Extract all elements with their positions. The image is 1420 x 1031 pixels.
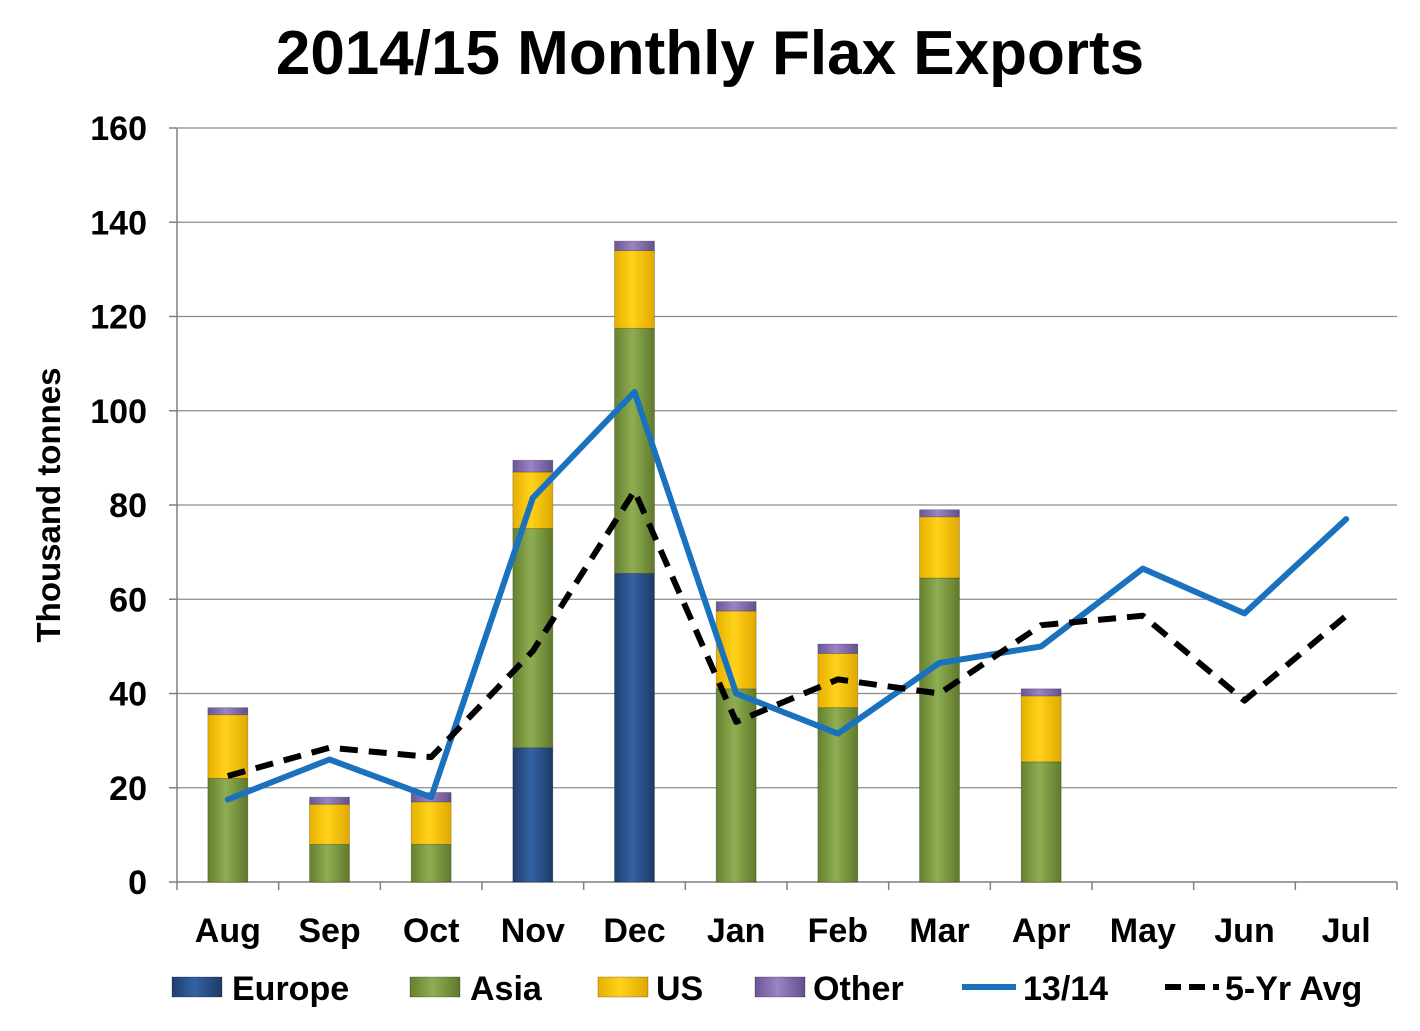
bar-segment-other	[1020, 688, 1062, 697]
bar-segment-us	[614, 250, 655, 329]
x-tick-label: May	[1110, 912, 1176, 950]
y-axis-label: Thousand tonnes	[30, 368, 67, 643]
bar-segment-other	[512, 459, 554, 473]
legend-label-5-yr-avg: 5-Yr Avg	[1225, 970, 1362, 1008]
bar-segment-us	[309, 803, 350, 845]
legend-label-europe: Europe	[232, 970, 349, 1008]
legend-swatch-europe	[171, 976, 223, 998]
y-tick-label: 100	[90, 393, 147, 431]
bar-segment-other	[715, 601, 757, 612]
series-line-13-14	[224, 388, 1350, 803]
bar-segment-us	[207, 714, 249, 779]
bar-segment-asia	[410, 843, 452, 883]
chart-title: 2014/15 Monthly Flax Exports	[275, 19, 1145, 88]
y-tick-label: 80	[109, 487, 147, 525]
x-tick-label: Apr	[1012, 912, 1071, 950]
y-tick-label: 0	[128, 864, 147, 902]
bar-segment-us	[410, 801, 452, 845]
stacked-bars	[207, 240, 1062, 883]
legend-label-asia: Asia	[470, 970, 543, 1008]
bar-segment-other	[614, 240, 655, 251]
y-tick-label: 40	[109, 676, 147, 714]
series-line-5-yr-avg	[226, 487, 1349, 779]
bar-segment-asia	[512, 528, 554, 749]
x-tick-label: Jan	[707, 912, 766, 950]
legend-swatch-us	[597, 976, 649, 998]
bar-segment-other	[919, 509, 960, 518]
y-tick-label: 140	[90, 204, 147, 242]
bar-segment-us	[919, 516, 960, 579]
x-tick-label: Jun	[1214, 912, 1274, 950]
x-tick-label: Oct	[403, 912, 460, 950]
x-tick-label: Feb	[808, 912, 868, 950]
bar-segment-asia	[309, 843, 350, 883]
bar-segment-other	[309, 796, 350, 805]
y-tick-label: 20	[109, 770, 147, 808]
y-tick-label: 60	[109, 581, 147, 619]
x-tick-labels: Aug Sep Oct Nov Dec Jan Feb Mar Apr May Jun Jul	[195, 912, 1371, 950]
legend-label-13-14: 13/14	[1023, 970, 1108, 1008]
legend: Europe Asia US Other 13/14 5-Yr Avg	[171, 970, 1362, 1008]
bar-segment-asia	[817, 707, 859, 883]
x-tick-label: Nov	[501, 912, 565, 950]
x-tick-label: Sep	[298, 912, 360, 950]
bar-segment-other	[817, 643, 859, 654]
bar-segment-asia	[614, 327, 655, 574]
legend-swatch-asia	[409, 976, 461, 998]
x-tick-label: Aug	[195, 912, 261, 950]
bar-segment-us	[1020, 695, 1062, 763]
legend-swatch-other	[754, 976, 806, 998]
bar-segment-other	[207, 707, 249, 716]
bar-segment-asia	[919, 577, 960, 883]
bar-segment-asia	[1020, 761, 1062, 883]
x-tick-label: Dec	[603, 912, 665, 950]
y-tick-labels: 0 20 40 60 80 100 120 140 160	[90, 110, 147, 902]
gridlines	[177, 127, 1397, 789]
bar-segment-europe	[512, 747, 554, 883]
lines	[224, 388, 1350, 803]
axes	[169, 127, 1398, 890]
x-tick-label: Jul	[1322, 912, 1371, 950]
y-tick-label: 160	[90, 110, 147, 148]
legend-label-us: US	[656, 970, 703, 1008]
bar-segment-europe	[614, 572, 655, 883]
x-tick-label: Mar	[909, 912, 969, 950]
legend-label-other: Other	[813, 970, 904, 1008]
y-tick-label: 120	[90, 299, 147, 337]
